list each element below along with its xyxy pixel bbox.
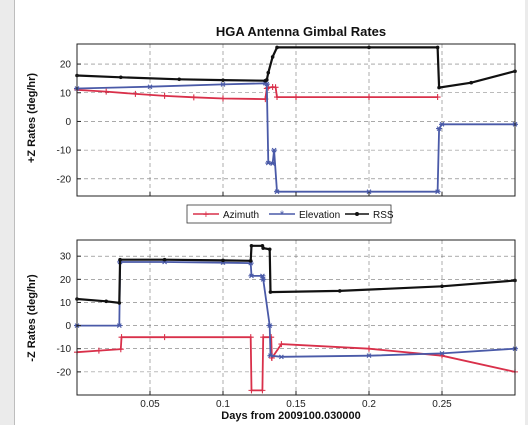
top-rss-point-12 [469,80,474,85]
bottom-azimuth-point-1 [95,347,102,354]
bottom-ytick-label-4: 20 [60,275,72,286]
top-elevation-point-8 [274,189,281,195]
bottom-xtick-label-3: 0.2 [362,399,376,410]
bottom-rss-point-7 [249,243,254,248]
bottom-elevation-point-1 [116,323,123,328]
bottom-elevation-point-7 [259,273,266,279]
top-elevation-point-10 [434,189,441,195]
top-series-azimuth-line [76,86,438,101]
bottom-ytick-label-1: -10 [57,344,72,355]
bottom-rss-point-2 [117,301,122,305]
top-rss-point-7 [270,55,275,59]
top-elevation-point-7 [271,147,278,153]
top-azimuth-point-14 [434,94,441,101]
bottom-rss-point-1 [104,299,108,304]
top-azimuth-point-3 [161,92,168,99]
top-ytick-label-2: 0 [65,117,71,128]
bottom-rss-point-13 [440,284,444,289]
x-axis-label: Days from 2009100.030000 [221,410,360,422]
chart-title: HGA Antenna Gimbal Rates [216,24,386,39]
top-azimuth-point-10 [272,84,279,91]
bottom-elevation-point-13 [439,350,445,356]
bottom-azimuth-point-7 [259,387,266,394]
top-rss-point-1 [119,75,123,80]
top-azimuth-point-4 [190,94,197,101]
bottom-rss-point-10 [267,247,272,252]
top-rss-point-6 [266,70,271,75]
bottom-xtick-label-2: 0.15 [286,399,306,410]
top-elevation-point-1 [147,84,153,90]
top-ytick-label-3: 10 [60,88,72,99]
bottom-xtick-label-4: 0.25 [432,399,452,410]
legend-elevation-label: Elevation [299,210,340,221]
top-azimuth-point-1 [103,88,110,95]
top-azimuth-point-13 [366,94,372,101]
top-rss-point-2 [177,77,181,82]
bottom-elevation-point-10 [267,353,274,359]
top-elevation-point-4 [263,81,270,87]
bottom-azimuth-point-11 [278,341,285,348]
bottom-azimuth-point-4 [161,334,168,341]
gimbal-rates-figure: HGA Antenna Gimbal Rates +Z Rates (deg/h… [26,24,518,422]
bottom-rss-point-3 [118,257,122,262]
bottom-azimuth-point-6 [248,387,255,394]
bottom-elevation-point-9 [266,323,273,328]
figure-window: HGA Antenna Gimbal Rates +Z Rates (deg/h… [14,0,525,425]
bottom-xtick-label-0: 0.05 [140,399,160,410]
top-elevation-point-5 [265,160,272,166]
top-rss-point-9 [367,45,371,50]
top-series-rss-line [76,46,516,89]
legend-rss-marker [355,212,359,216]
top-ytick-label-4: 20 [60,60,72,71]
legend-azimuth-label: Azimuth [223,210,259,221]
top-azimuth-point-11 [274,94,281,101]
top-rss-point-11 [437,85,441,90]
top-elevation-point-6 [269,161,276,166]
bottom-azimuth-point-5 [247,334,254,341]
top-azimuth-point-5 [220,95,226,102]
bottom-xtick-label-1: 0.1 [216,399,230,410]
legend-elevation-marker: * [280,209,285,221]
top-y-axis-label: +Z Rates (deg/hr) [26,73,38,163]
top-rss-point-8 [275,45,279,50]
bottom-rss-point-9 [261,246,265,250]
top-elevation-point-12 [439,121,445,127]
top-rss-point-5 [265,78,269,82]
top-ytick-label-0: -20 [57,174,72,185]
top-elevation-point-2 [220,82,226,87]
legend-azimuth-marker: + [203,209,209,221]
top-rss-point-10 [435,45,440,50]
top-rss-point-3 [221,78,225,82]
bottom-azimuth-point-3 [118,334,125,341]
bottom-elevation-point-12 [366,353,372,359]
legend: + Azimuth * Elevation RSS [186,204,394,224]
top-azimuth-point-12 [293,94,299,101]
top-ytick-label-1: -10 [57,146,72,157]
bottom-elevation-point-8 [260,276,267,282]
bottom-ytick-label-3: 10 [60,298,72,309]
top-series-elevation-line [76,82,515,193]
bottom-elevation-point-6 [248,273,255,279]
bottom-ytick-label-2: 0 [65,321,71,332]
bottom-rss-point-4 [162,257,167,262]
bottom-rss-point-12 [338,289,342,293]
bottom-azimuth-point-8 [260,334,267,341]
legend-rss-label: RSS [373,210,394,221]
top-elevation-point-11 [436,126,443,131]
bottom-rss-point-5 [221,258,225,263]
bottom-rss-point-6 [248,259,253,263]
bottom-y-axis-label: -Z Rates (deg/hr) [26,274,38,362]
bottom-ytick-label-0: -20 [57,367,72,378]
top-elevation-point-9 [366,189,372,195]
bottom-ytick-label-5: 30 [60,252,72,263]
bottom-azimuth-point-12 [366,345,372,352]
bottom-elevation-point-11 [278,354,285,360]
bottom-rss-point-11 [268,290,273,294]
bottom-azimuth-point-2 [117,346,124,353]
top-azimuth-point-2 [132,90,139,97]
